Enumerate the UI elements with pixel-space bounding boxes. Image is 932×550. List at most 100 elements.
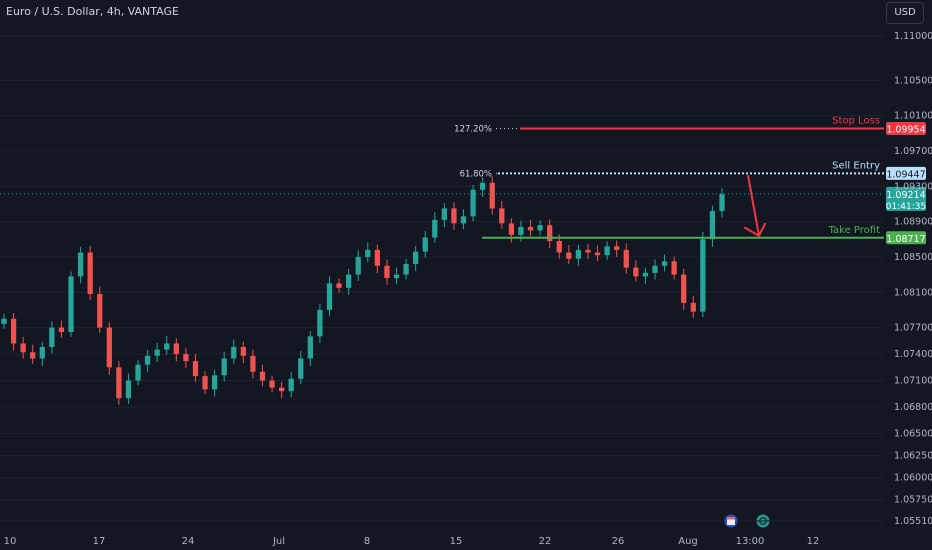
candle-body xyxy=(20,343,26,353)
candle-body xyxy=(652,265,658,273)
candle-body xyxy=(192,361,199,377)
countdown-text: 01:41:35 xyxy=(886,202,926,212)
candle-body xyxy=(384,265,390,279)
candle-body xyxy=(154,349,160,356)
x-tick-label: Aug xyxy=(678,536,698,547)
y-tick-label: 1.06800 xyxy=(894,402,932,413)
candle-body xyxy=(336,283,342,288)
candle-body xyxy=(221,358,227,376)
candle-body xyxy=(346,274,352,288)
candle-body xyxy=(106,327,112,368)
level-price-badge xyxy=(886,166,926,180)
candle-body xyxy=(211,375,218,390)
y-tick-label: 1.05510 xyxy=(894,516,932,527)
candle-body xyxy=(144,355,151,365)
candle-body xyxy=(278,387,285,392)
candle-body xyxy=(585,249,591,253)
candle-body xyxy=(326,283,333,310)
levels-layer: 127.20% Stop Loss 1.09954 61.80% Sell Entry 1… xyxy=(0,116,926,245)
level-price-text: 1.08717 xyxy=(886,234,925,245)
y-tick-label: 1.08900 xyxy=(894,217,932,228)
candle-body xyxy=(413,251,419,264)
candle-body xyxy=(202,376,208,390)
candle-body xyxy=(164,343,170,350)
flag-icon xyxy=(724,514,738,528)
candle-body xyxy=(259,371,266,381)
candle-body xyxy=(614,246,620,250)
candle-body xyxy=(642,272,649,277)
x-tick-label: Jul xyxy=(272,536,285,547)
level-name: Stop Loss xyxy=(832,116,880,127)
current-price-text: 1.09214 xyxy=(886,190,925,201)
candle-body xyxy=(556,241,562,253)
candle-body xyxy=(489,182,495,209)
y-tick-label: 1.06500 xyxy=(894,429,932,440)
candle-body xyxy=(97,294,103,328)
x-tick-label: 12 xyxy=(807,536,820,547)
y-tick-label: 1.08500 xyxy=(894,252,932,263)
candle-body xyxy=(125,380,132,399)
candle-body xyxy=(269,380,275,388)
candle-body xyxy=(508,223,515,235)
candle-body xyxy=(403,264,409,275)
candle-body xyxy=(633,267,639,277)
y-tick-label: 1.08100 xyxy=(894,287,932,298)
x-tick-label: 8 xyxy=(364,536,370,547)
sell-arrow-head xyxy=(744,222,766,237)
x-tick-label: 26 xyxy=(612,536,625,547)
current-price-badge xyxy=(886,186,926,211)
globe-icon xyxy=(756,514,770,528)
candle-body xyxy=(374,249,380,266)
fib-label: 127.20% xyxy=(454,125,492,135)
candle-body xyxy=(288,378,294,392)
candle-body xyxy=(393,274,400,279)
level-name: Take Profit xyxy=(828,225,881,236)
candle-body xyxy=(173,343,179,355)
candle-body xyxy=(700,239,706,312)
candle-body xyxy=(355,256,361,275)
candle-body xyxy=(719,194,725,212)
currency-button[interactable]: USD xyxy=(886,2,924,24)
candle-body xyxy=(365,249,371,257)
level-price-text: 1.09954 xyxy=(886,125,925,136)
candle-body xyxy=(594,252,601,256)
candle-body xyxy=(671,261,677,275)
level-price-text: 1.09447 xyxy=(886,169,925,180)
y-tick-label: 1.10100 xyxy=(894,111,932,122)
y-tick-label: 1.09300 xyxy=(894,181,932,192)
candle-body xyxy=(135,364,141,381)
candle-body xyxy=(681,274,687,303)
y-tick-label: 1.06250 xyxy=(894,451,932,462)
x-tick-label: 15 xyxy=(450,536,463,547)
y-tick-label: 1.05750 xyxy=(894,495,932,506)
candle-body xyxy=(537,225,543,231)
candle-body xyxy=(183,354,189,362)
candle-body xyxy=(451,208,457,224)
candle-body xyxy=(441,208,448,220)
y-tick-label: 1.07100 xyxy=(894,376,932,387)
y-tick-label: 1.07400 xyxy=(894,349,932,360)
sell-arrow-shaft xyxy=(747,175,760,236)
candle-body xyxy=(87,252,93,295)
x-tick-label: 17 xyxy=(93,536,106,547)
level-name: Sell Entry xyxy=(832,160,880,171)
candle-body xyxy=(566,252,572,259)
candle-body xyxy=(58,327,65,332)
symbol-title: Euro / U.S. Dollar, 4h, VANTAGE xyxy=(6,5,179,18)
candle-body xyxy=(470,189,476,217)
annotations-layer xyxy=(724,175,770,528)
candle-body xyxy=(432,219,438,238)
y-tick-label: 1.06000 xyxy=(894,473,932,484)
fib-label: 61.80% xyxy=(460,169,492,179)
candle-body xyxy=(518,226,524,235)
candle-body xyxy=(604,246,610,256)
candle-body xyxy=(709,211,716,240)
candle-body xyxy=(690,302,696,312)
x-tick-label: 10 xyxy=(4,536,17,547)
candle-body xyxy=(575,249,582,259)
candle-body xyxy=(250,355,256,372)
candle-body xyxy=(1,318,7,325)
